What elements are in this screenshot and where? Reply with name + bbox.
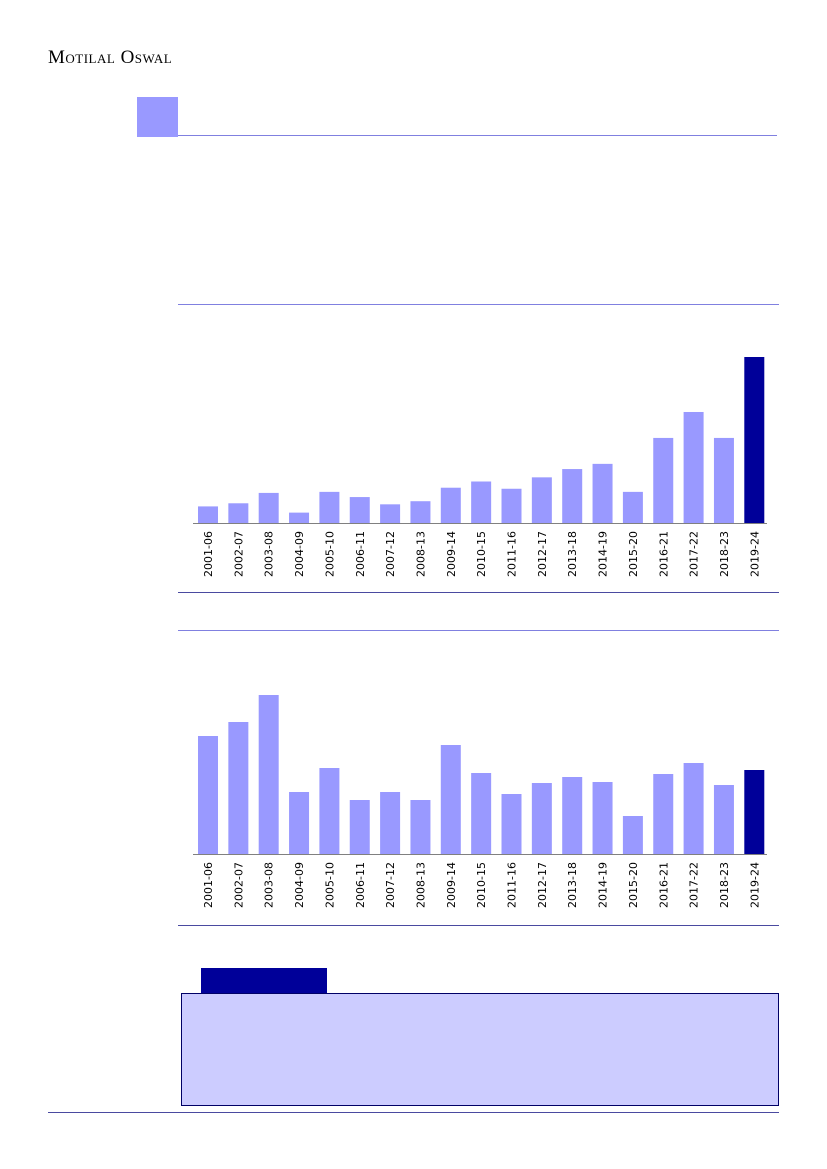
bar-2006-11 <box>349 800 370 854</box>
bar-2010-15 <box>471 481 492 523</box>
x-tick-label: 2008-13 <box>414 862 427 908</box>
bar-2005-10 <box>319 491 340 523</box>
section-rule <box>178 135 777 136</box>
bar-2014-19 <box>592 782 613 854</box>
x-tick-label: 2009-14 <box>445 531 458 577</box>
x-tick-label: 2015-20 <box>627 862 640 908</box>
section-marker <box>137 97 178 137</box>
bar-2016-21 <box>653 774 674 854</box>
bar-2017-22 <box>683 411 704 523</box>
bar-2011-16 <box>501 794 522 854</box>
bar-2015-20 <box>622 816 643 854</box>
bar-2001-06 <box>198 736 218 854</box>
bar-2004-09 <box>289 792 310 854</box>
x-tick-label: 2013-18 <box>566 862 579 908</box>
x-tick-label: 2011-16 <box>506 531 519 577</box>
x-tick-label: 2004-09 <box>293 862 306 908</box>
footer-rule <box>48 1112 779 1113</box>
x-tick-label: 2003-08 <box>263 862 276 908</box>
callout-tab <box>201 968 327 993</box>
bar-2014-19 <box>592 463 613 523</box>
x-tick-label: 2018-23 <box>718 862 731 908</box>
bar-2004-09 <box>289 512 310 523</box>
bar-2013-18 <box>562 777 583 854</box>
x-tick-label: 2016-21 <box>657 862 670 908</box>
x-tick-label: 2006-11 <box>354 862 367 908</box>
bar-2007-12 <box>380 504 401 523</box>
x-tick-label: 2005-10 <box>323 531 336 577</box>
x-tick-label: 2007-12 <box>384 862 397 908</box>
bar-2019-24 <box>744 770 765 854</box>
bar-2012-17 <box>531 783 552 854</box>
x-tick-label: 2005-10 <box>323 862 336 908</box>
bar-2018-23 <box>713 785 734 854</box>
x-tick-label: 2010-15 <box>475 531 488 577</box>
bar-2007-12 <box>380 792 401 854</box>
x-tick-label: 2010-15 <box>475 862 488 908</box>
x-tick-label: 2012-17 <box>536 531 549 577</box>
bar-2002-07 <box>228 503 249 523</box>
x-tick-label: 2012-17 <box>536 862 549 908</box>
bar-2009-14 <box>440 745 461 854</box>
bar-2019-24 <box>744 357 765 523</box>
x-tick-label: 2008-13 <box>414 531 427 577</box>
x-tick-label: 2004-09 <box>293 531 306 577</box>
bar-2009-14 <box>440 487 461 523</box>
bar-2001-06 <box>198 506 218 523</box>
bar-2013-18 <box>562 469 583 523</box>
bar-2002-07 <box>228 722 249 854</box>
bar-2010-15 <box>471 773 492 854</box>
chart2-top-rule <box>178 630 779 631</box>
x-tick-label: 2002-07 <box>232 862 245 908</box>
x-tick-label: 2017-22 <box>688 531 701 577</box>
x-tick-label: 2018-23 <box>718 531 731 577</box>
x-tick-label: 2014-19 <box>597 531 610 577</box>
bar-2015-20 <box>622 491 643 523</box>
chart1-bottom-rule <box>178 592 779 593</box>
brand-logo-text: Motilal Oswal <box>48 47 173 68</box>
bar-2016-21 <box>653 437 674 523</box>
x-tick-label: 2001-06 <box>202 531 215 577</box>
bar-2017-22 <box>683 763 704 854</box>
chart-1-plot: 2001-06 2002-07 2003-08 2004-09 2005-10 2006-… <box>193 357 767 577</box>
x-tick-label: 2015-20 <box>627 531 640 577</box>
x-tick-label: 2019-24 <box>748 862 761 908</box>
bar-2003-08 <box>258 695 279 854</box>
x-tick-label: 2007-12 <box>384 531 397 577</box>
chart-2-plot: 2001-06 2002-07 2003-08 2004-09 2005-10 2006-… <box>193 695 767 908</box>
bar-2008-13 <box>410 501 431 523</box>
x-tick-label: 2019-24 <box>748 531 761 577</box>
x-tick-label: 2017-22 <box>688 862 701 908</box>
chart2-bottom-rule <box>178 925 779 926</box>
x-tick-label: 2013-18 <box>566 531 579 577</box>
chart1-top-rule <box>178 304 779 305</box>
bar-2008-13 <box>410 800 431 854</box>
x-tick-label: 2003-08 <box>263 531 276 577</box>
x-tick-label: 2006-11 <box>354 531 367 577</box>
bar-2005-10 <box>319 768 340 854</box>
bar-2018-23 <box>713 437 734 523</box>
bar-2011-16 <box>501 488 522 523</box>
bar-2006-11 <box>349 497 370 523</box>
x-tick-label: 2016-21 <box>657 531 670 577</box>
x-tick-label: 2009-14 <box>445 862 458 908</box>
x-tick-label: 2011-16 <box>506 862 519 908</box>
callout-box <box>181 993 779 1106</box>
bar-2003-08 <box>258 492 279 523</box>
x-tick-label: 2014-19 <box>597 862 610 908</box>
x-tick-label: 2001-06 <box>202 862 215 908</box>
x-tick-label: 2002-07 <box>232 531 245 577</box>
bar-2012-17 <box>531 477 552 523</box>
